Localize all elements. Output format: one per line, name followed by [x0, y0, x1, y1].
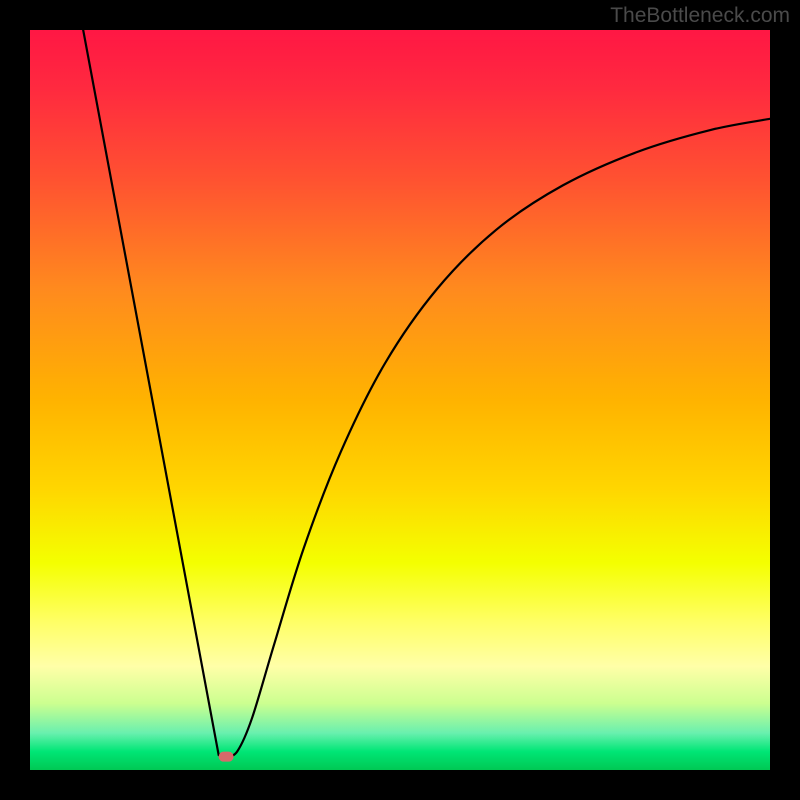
- plot-area: [30, 30, 770, 770]
- watermark-text: TheBottleneck.com: [610, 4, 790, 28]
- vertex-marker: [219, 752, 234, 762]
- gradient-background: [30, 30, 770, 770]
- plot-svg: [30, 30, 770, 770]
- chart-container: TheBottleneck.com: [0, 0, 800, 800]
